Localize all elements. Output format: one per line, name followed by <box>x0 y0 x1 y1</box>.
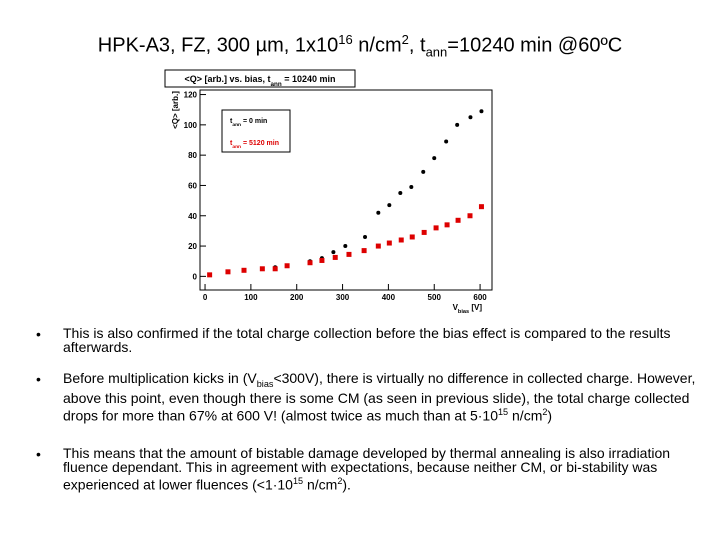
text-part: ann <box>271 81 282 88</box>
text-part: <Q> [arb.] vs. bias, t <box>184 74 270 84</box>
text-part: ann <box>425 44 448 60</box>
text-part: ) <box>547 407 553 424</box>
legend-label: tann = 5120 min <box>230 140 279 150</box>
data-point <box>478 204 484 210</box>
y-tick-label: 0 <box>193 272 198 281</box>
text-part: ann <box>232 145 241 150</box>
text-part: =10240 min @60ºC <box>447 34 623 57</box>
data-point <box>272 266 278 272</box>
x-tick-label: 300 <box>336 293 350 302</box>
text-part: This means that the amount of bistable d… <box>63 445 671 493</box>
data-point <box>386 240 392 246</box>
chart-title: <Q> [arb.] vs. bias, tann = 10240 min <box>184 74 335 88</box>
y-tick-label: 60 <box>188 181 197 190</box>
legend-box <box>221 109 291 153</box>
data-point <box>387 203 392 208</box>
text-part: 2 <box>401 32 409 47</box>
data-point <box>319 257 325 263</box>
text-part: bias <box>256 378 274 389</box>
data-point <box>207 272 213 278</box>
data-point <box>444 222 450 228</box>
data-point <box>455 122 460 127</box>
x-tick-label: 100 <box>244 293 258 302</box>
data-point <box>343 244 348 249</box>
y-tick-label: 20 <box>188 242 197 251</box>
text-part: n/cm <box>352 34 402 57</box>
data-point <box>468 115 473 120</box>
text-part: [V] <box>469 303 482 312</box>
x-axis-label: Vbias [V] <box>453 303 483 315</box>
data-point <box>421 229 427 235</box>
y-axis-label: <Q> [arb.] <box>171 91 180 129</box>
data-point <box>376 210 381 215</box>
text-part: n/cm <box>508 407 543 424</box>
text-part: t <box>230 140 233 147</box>
data-point <box>421 169 426 174</box>
text-part: This is also confirmed if the total char… <box>63 325 671 355</box>
y-tick-label: 120 <box>184 91 198 100</box>
data-point <box>409 184 414 189</box>
chart: <Q> [arb.] vs. bias, tann = 10240 min020… <box>164 69 493 315</box>
data-point <box>259 266 265 272</box>
text-part: 15 <box>498 406 509 417</box>
text-part: , t <box>408 34 426 57</box>
data-point <box>433 225 439 231</box>
text-part: 2 <box>337 476 343 486</box>
text-part: 2 <box>542 406 548 417</box>
slide-title: HPK-A3, FZ, 300 µm, 1x1016 n/cm2, tann=1… <box>0 32 720 60</box>
data-point <box>284 263 290 269</box>
data-point <box>346 251 352 257</box>
data-point <box>398 237 404 243</box>
text-part: ann <box>232 123 241 128</box>
x-tick-label: 0 <box>203 293 208 302</box>
text-part: 16 <box>338 32 353 47</box>
data-point <box>363 234 368 239</box>
bullet-marker: • <box>36 326 41 342</box>
data-point <box>444 139 449 144</box>
text-part: n/cm <box>303 476 338 493</box>
plot-frame <box>199 89 493 291</box>
text-part: bias <box>458 309 469 315</box>
data-point <box>479 109 484 114</box>
data-point <box>375 243 381 249</box>
y-tick-label: 80 <box>188 151 197 160</box>
text-part: 15 <box>292 476 304 486</box>
bullet-text: Before multiplication kicks in (Vbias<30… <box>63 370 698 424</box>
data-point <box>361 248 367 254</box>
data-point <box>331 250 336 255</box>
text-part: t <box>230 118 233 125</box>
y-tick-label: 40 <box>188 212 197 221</box>
data-point <box>409 234 415 240</box>
text-part: = 0 min <box>241 118 267 125</box>
x-tick-label: 400 <box>382 293 396 302</box>
data-point <box>432 156 437 161</box>
bullet-marker: • <box>36 446 41 462</box>
bullet-text: This is also confirmed if the total char… <box>63 326 698 354</box>
data-point <box>455 217 461 223</box>
y-tick-label: 100 <box>184 121 198 130</box>
data-point <box>241 267 247 273</box>
text-part: ). <box>342 476 351 493</box>
bullet-marker: • <box>36 371 41 387</box>
legend-label: tann = 0 min <box>230 118 267 128</box>
text-part: Before multiplication kicks in (V <box>63 370 257 386</box>
data-point <box>398 191 403 196</box>
bullet-text: This means that the amount of bistable d… <box>63 446 698 492</box>
x-tick-label: 600 <box>473 293 487 302</box>
x-tick-label: 200 <box>290 293 304 302</box>
data-point <box>307 260 313 266</box>
text-part: = 5120 min <box>241 140 279 147</box>
data-point <box>332 254 338 260</box>
data-point <box>225 269 231 275</box>
text-part: V <box>453 303 459 312</box>
text-part: = 10240 min <box>282 74 336 84</box>
data-point <box>467 213 473 219</box>
text-part: HPK-A3, FZ, 300 µm, 1x10 <box>97 34 339 57</box>
x-tick-label: 500 <box>428 293 442 302</box>
text-part: <300V), there is virtually no difference… <box>63 370 696 424</box>
chart-title-box <box>164 69 356 88</box>
